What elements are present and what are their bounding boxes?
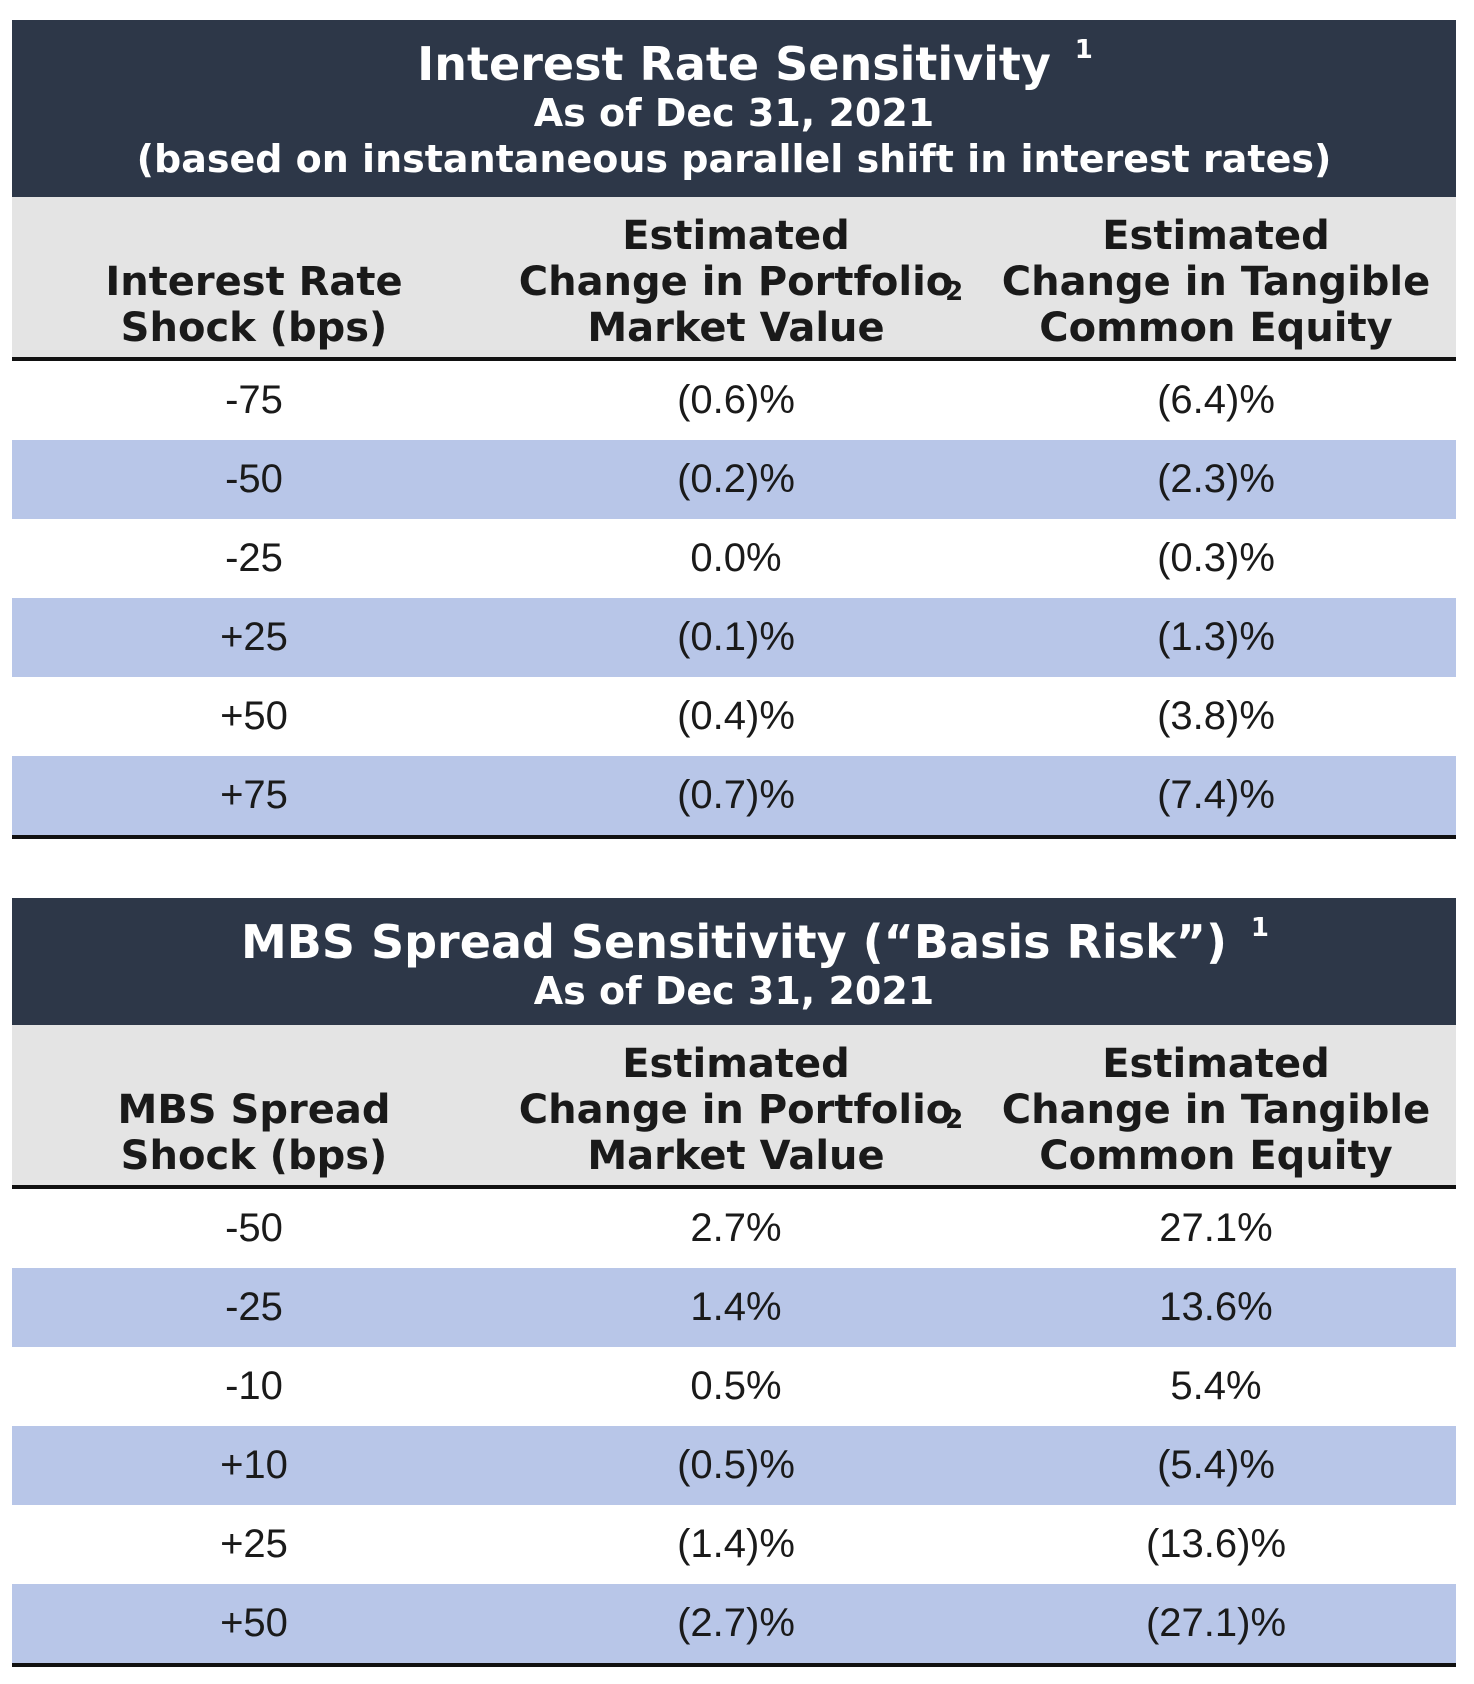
shock-cell: +25 <box>220 615 288 659</box>
title-footnote-marker: 1 <box>1250 913 1269 943</box>
equity-cell: 13.6% <box>1159 1285 1273 1329</box>
column-header-row: MBS Spread Shock (bps) Estimated Change … <box>12 1025 1456 1189</box>
as-of-date: As of Dec 31, 2021 <box>533 91 935 135</box>
equity-cell: (0.3)% <box>1157 536 1275 580</box>
table-row: -50 (0.2)% (2.3)% <box>12 440 1456 519</box>
header-shock: Interest Rate Shock (bps) <box>105 259 403 351</box>
table-bottom-rule <box>12 1663 1456 1667</box>
portfolio-cell: (0.1)% <box>677 615 795 659</box>
shock-cell: -25 <box>225 536 283 580</box>
shock-cell: -75 <box>225 378 283 422</box>
shock-cell: +25 <box>220 1522 288 1566</box>
table-row: -75 (0.6)% (6.4)% <box>12 361 1456 440</box>
equity-cell: (7.4)% <box>1157 773 1275 817</box>
header-portfolio-market-value: Estimated Change in Portfolio Market Val… <box>518 213 964 351</box>
portfolio-cell: (2.7)% <box>677 1601 795 1645</box>
shock-cell: -50 <box>225 457 283 501</box>
portfolio-cell: 0.5% <box>690 1364 782 1408</box>
table-row: -25 0.0% (0.3)% <box>12 519 1456 598</box>
table-title-bar: MBS Spread Sensitivity (“Basis Risk”) 1 … <box>12 898 1456 1025</box>
mbs-spread-sensitivity-table: MBS Spread Sensitivity (“Basis Risk”) 1 … <box>12 898 1456 1667</box>
equity-cell: (5.4)% <box>1157 1443 1275 1487</box>
column-header-row: Interest Rate Shock (bps) Estimated Chan… <box>12 197 1456 361</box>
as-of-date: As of Dec 31, 2021 <box>533 969 935 1013</box>
table-row: -50 2.7% 27.1% <box>12 1189 1456 1268</box>
table-bottom-rule <box>12 835 1456 839</box>
header-portfolio-market-value: Estimated Change in Portfolio Market Val… <box>518 1041 964 1179</box>
table-row: +25 (1.4)% (13.6)% <box>12 1505 1456 1584</box>
shock-cell: -10 <box>225 1364 283 1408</box>
header-tangible-common-equity: Estimated Change in Tangible Common Equi… <box>1001 1041 1431 1179</box>
table-title: Interest Rate Sensitivity <box>417 37 1051 91</box>
shock-cell: +50 <box>220 694 288 738</box>
equity-cell: 5.4% <box>1170 1364 1262 1408</box>
portfolio-cell: (0.4)% <box>677 694 795 738</box>
shock-cell: +10 <box>220 1443 288 1487</box>
equity-cell: (6.4)% <box>1157 378 1275 422</box>
table-row: +50 (0.4)% (3.8)% <box>12 677 1456 756</box>
portfolio-cell: (1.4)% <box>677 1522 795 1566</box>
table-title-bar: Interest Rate Sensitivity 1 As of Dec 31… <box>12 20 1456 197</box>
header-footnote-marker: 2 <box>945 277 964 307</box>
shock-cell: +75 <box>220 773 288 817</box>
portfolio-cell: 0.0% <box>690 536 782 580</box>
table-row: +10 (0.5)% (5.4)% <box>12 1426 1456 1505</box>
portfolio-cell: 1.4% <box>690 1285 782 1329</box>
equity-cell: (13.6)% <box>1145 1522 1287 1566</box>
table-row: -25 1.4% 13.6% <box>12 1268 1456 1347</box>
equity-cell: 27.1% <box>1159 1206 1273 1250</box>
table-row: +50 (2.7)% (27.1)% <box>12 1584 1456 1663</box>
shock-cell: -50 <box>225 1206 283 1250</box>
equity-cell: (3.8)% <box>1157 694 1275 738</box>
portfolio-cell: (0.6)% <box>677 378 795 422</box>
shock-cell: -25 <box>225 1285 283 1329</box>
header-shock: MBS Spread Shock (bps) <box>117 1087 391 1179</box>
table-note: (based on instantaneous parallel shift i… <box>136 137 1332 181</box>
equity-cell: (2.3)% <box>1157 457 1275 501</box>
equity-cell: (27.1)% <box>1145 1601 1287 1645</box>
header-tangible-common-equity: Estimated Change in Tangible Common Equi… <box>1001 213 1431 351</box>
table-row: +75 (0.7)% (7.4)% <box>12 756 1456 835</box>
interest-rate-sensitivity-table: Interest Rate Sensitivity 1 As of Dec 31… <box>12 20 1456 839</box>
title-footnote-marker: 1 <box>1074 35 1093 65</box>
header-footnote-marker: 2 <box>945 1105 964 1135</box>
portfolio-cell: (0.5)% <box>677 1443 795 1487</box>
equity-cell: (1.3)% <box>1157 615 1275 659</box>
table-row: +25 (0.1)% (1.3)% <box>12 598 1456 677</box>
shock-cell: +50 <box>220 1601 288 1645</box>
table-row: -10 0.5% 5.4% <box>12 1347 1456 1426</box>
portfolio-cell: (0.2)% <box>677 457 795 501</box>
portfolio-cell: 2.7% <box>690 1206 782 1250</box>
portfolio-cell: (0.7)% <box>677 773 795 817</box>
table-title: MBS Spread Sensitivity (“Basis Risk”) <box>241 915 1227 969</box>
